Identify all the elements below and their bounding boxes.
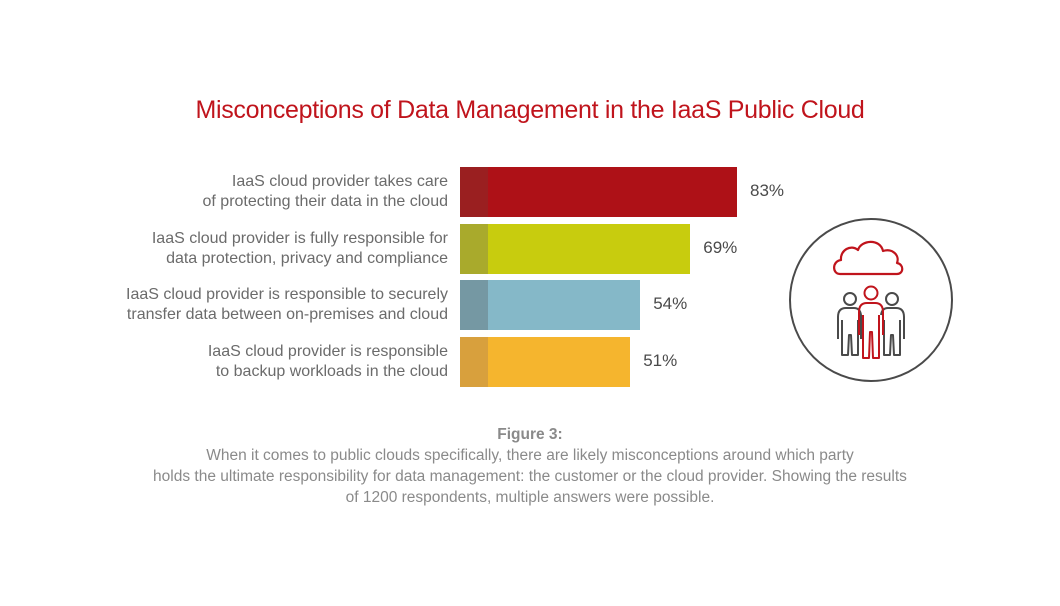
category-label-line: to backup workloads in the cloud: [215, 362, 448, 380]
value-label: 83%: [750, 181, 785, 200]
bar-accent: [460, 336, 488, 387]
chart-title: Misconceptions of Data Management in the…: [195, 96, 865, 124]
cloud-people-icon: [789, 218, 953, 382]
category-label-line: IaaS cloud provider is fully responsible…: [151, 229, 448, 247]
category-label: IaaS cloud provider is responsible to bac…: [28, 342, 448, 382]
bar-accent: [460, 167, 488, 217]
value-label: 54%: [653, 294, 688, 313]
bar-accent: [460, 223, 488, 274]
bar: [460, 280, 641, 330]
bar: [460, 167, 737, 217]
bar: [460, 223, 691, 274]
category-label-line: transfer data between on-premises and cl…: [126, 306, 448, 323]
category-label-line: IaaS cloud provider takes care: [231, 173, 448, 190]
caption-line: holds the ultimate responsibility for da…: [153, 468, 907, 485]
category-label-line: IaaS cloud provider is responsible to se…: [126, 286, 448, 303]
category-label-line: IaaS cloud provider is responsible: [207, 342, 448, 360]
category-label: IaaS cloud provider is fully responsible…: [28, 229, 448, 269]
value-label: 51%: [643, 350, 678, 370]
figure-heading: Figure 3:: [497, 426, 563, 443]
category-label-line: of protecting their data in the cloud: [202, 193, 449, 210]
category-label-line: data protection, privacy and compliance: [166, 249, 448, 267]
category-label: IaaS cloud provider is responsible to se…: [28, 285, 448, 325]
category-label: IaaS cloud provider takes care of protect…: [28, 172, 449, 212]
bar-accent: [460, 280, 488, 330]
value-label: 69%: [703, 237, 738, 257]
caption-line: When it comes to public clouds specifica…: [206, 447, 854, 464]
bar: [460, 336, 631, 387]
caption-line: of 1200 respondents, multiple answers we…: [345, 489, 715, 506]
figure-caption: Figure 3: When it comes to public clouds…: [0, 424, 1060, 508]
